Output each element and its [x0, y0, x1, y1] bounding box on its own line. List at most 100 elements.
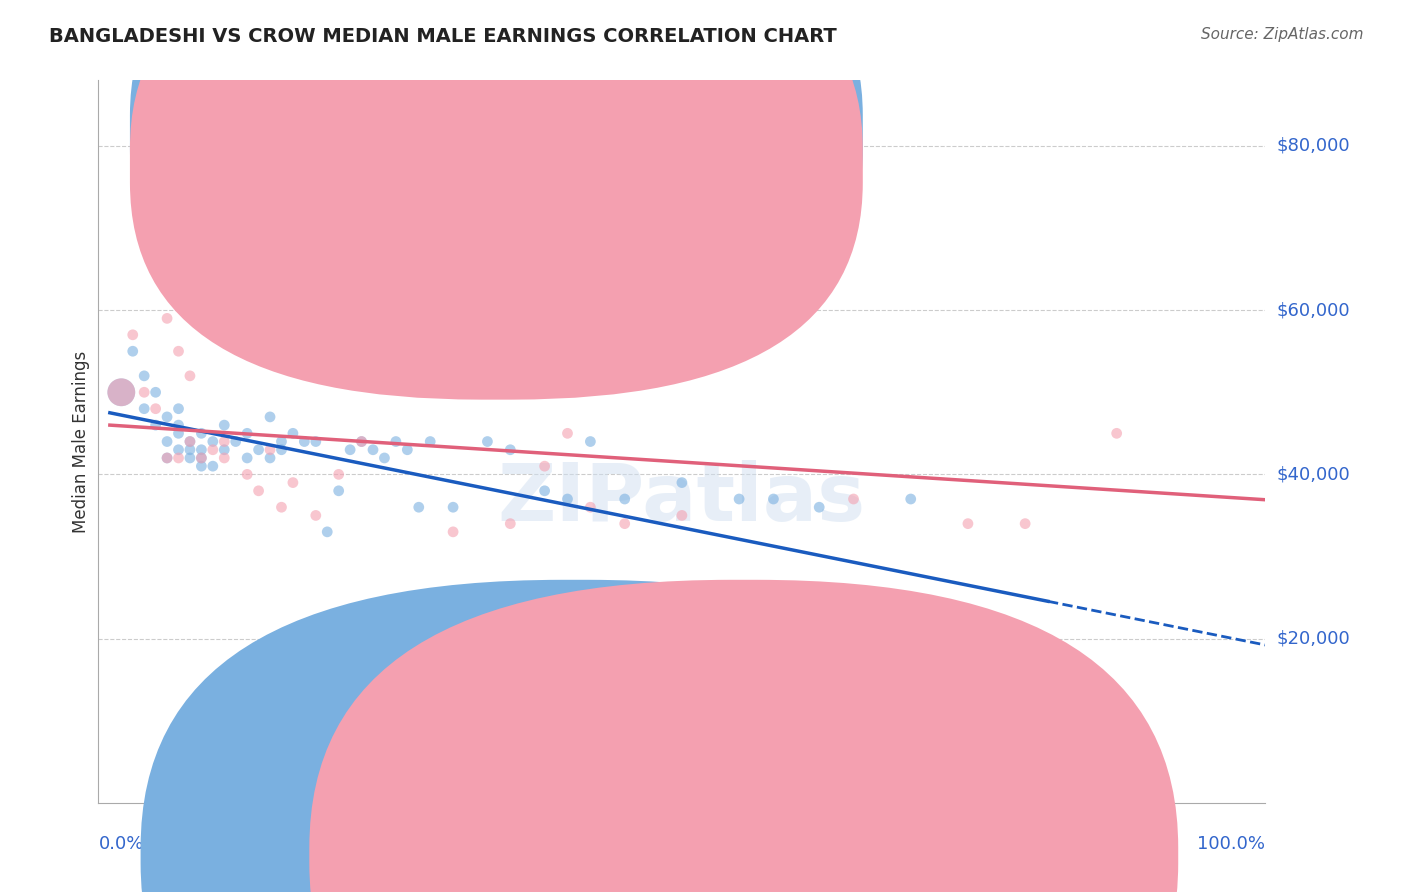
- Point: [441, 500, 464, 515]
- Point: [579, 434, 602, 449]
- Point: [613, 516, 636, 531]
- Text: Crow: Crow: [768, 847, 810, 864]
- Point: [167, 426, 190, 441]
- Point: [533, 483, 555, 498]
- Text: $20,000: $20,000: [1277, 630, 1350, 648]
- Point: [156, 311, 179, 326]
- Point: [292, 434, 315, 449]
- Text: Source: ZipAtlas.com: Source: ZipAtlas.com: [1201, 27, 1364, 42]
- Point: [201, 442, 224, 457]
- Point: [121, 327, 143, 342]
- Point: [408, 500, 430, 515]
- Point: [499, 442, 522, 457]
- Point: [259, 450, 281, 465]
- Point: [728, 491, 751, 506]
- Point: [281, 475, 304, 490]
- FancyBboxPatch shape: [129, 0, 863, 400]
- Point: [270, 442, 292, 457]
- Point: [167, 344, 190, 359]
- Point: [190, 442, 212, 457]
- Point: [236, 467, 259, 482]
- FancyBboxPatch shape: [460, 98, 782, 196]
- Point: [201, 459, 224, 474]
- Text: $80,000: $80,000: [1277, 137, 1350, 155]
- Point: [477, 434, 499, 449]
- Text: R = -0.460: R = -0.460: [527, 123, 616, 141]
- Point: [441, 524, 464, 539]
- Text: Bangladeshis: Bangladeshis: [599, 847, 710, 864]
- Point: [671, 508, 693, 523]
- Point: [900, 491, 922, 506]
- Point: [179, 434, 201, 449]
- Point: [259, 442, 281, 457]
- Point: [270, 500, 292, 515]
- Text: 0.0%: 0.0%: [98, 835, 143, 854]
- Point: [145, 385, 167, 400]
- Point: [167, 401, 190, 416]
- Point: [214, 450, 236, 465]
- Point: [190, 426, 212, 441]
- Point: [190, 450, 212, 465]
- Point: [145, 401, 167, 416]
- Point: [201, 434, 224, 449]
- Point: [350, 434, 373, 449]
- Point: [956, 516, 979, 531]
- Point: [557, 426, 579, 441]
- Point: [110, 385, 132, 400]
- Point: [179, 450, 201, 465]
- Point: [156, 450, 179, 465]
- Point: [214, 434, 236, 449]
- Text: BANGLADESHI VS CROW MEDIAN MALE EARNINGS CORRELATION CHART: BANGLADESHI VS CROW MEDIAN MALE EARNINGS…: [49, 27, 837, 45]
- Point: [728, 673, 751, 687]
- Point: [167, 442, 190, 457]
- Point: [179, 434, 201, 449]
- Point: [214, 418, 236, 433]
- Point: [179, 368, 201, 383]
- Point: [156, 450, 179, 465]
- Point: [373, 450, 395, 465]
- Point: [316, 524, 339, 539]
- Point: [1105, 426, 1128, 441]
- Point: [671, 475, 693, 490]
- Point: [190, 459, 212, 474]
- Point: [156, 409, 179, 424]
- Point: [579, 500, 602, 515]
- Point: [236, 450, 259, 465]
- Point: [236, 426, 259, 441]
- Point: [808, 500, 831, 515]
- Text: $40,000: $40,000: [1277, 466, 1350, 483]
- Point: [167, 450, 190, 465]
- Point: [842, 491, 865, 506]
- Text: ZIPatlas: ZIPatlas: [498, 460, 866, 539]
- Text: N = 33: N = 33: [650, 156, 711, 175]
- Point: [121, 344, 143, 359]
- FancyBboxPatch shape: [129, 0, 863, 367]
- Point: [247, 483, 270, 498]
- Point: [259, 409, 281, 424]
- Text: $60,000: $60,000: [1277, 301, 1350, 319]
- Text: N = 57: N = 57: [650, 123, 711, 141]
- Point: [156, 434, 179, 449]
- Point: [134, 385, 156, 400]
- Point: [350, 434, 373, 449]
- Text: R = -0.236: R = -0.236: [527, 156, 616, 175]
- Point: [557, 491, 579, 506]
- Point: [190, 450, 212, 465]
- Point: [110, 385, 132, 400]
- Point: [339, 442, 361, 457]
- Point: [134, 401, 156, 416]
- Point: [499, 516, 522, 531]
- Point: [328, 467, 350, 482]
- Point: [145, 418, 167, 433]
- Point: [385, 434, 408, 449]
- Point: [225, 434, 247, 449]
- Point: [361, 442, 384, 457]
- Point: [396, 442, 419, 457]
- Point: [533, 459, 555, 474]
- Point: [419, 434, 441, 449]
- Point: [179, 442, 201, 457]
- Point: [305, 508, 328, 523]
- Point: [613, 491, 636, 506]
- Point: [328, 483, 350, 498]
- Point: [762, 491, 785, 506]
